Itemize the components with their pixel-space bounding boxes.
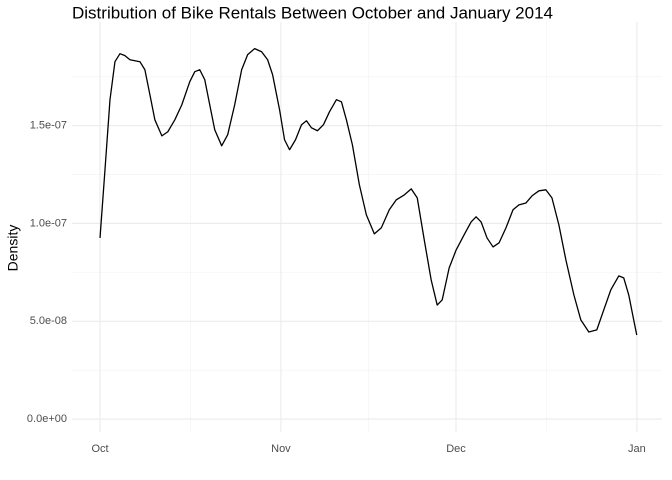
y-tick-label: 5.0e-08 bbox=[30, 315, 67, 327]
y-axis-title: Density bbox=[5, 225, 21, 272]
x-tick-label: Nov bbox=[271, 443, 291, 455]
y-tick-label: 1.5e-07 bbox=[30, 120, 67, 132]
density-line bbox=[99, 47, 638, 336]
x-tick-label: Jan bbox=[628, 443, 646, 455]
x-tick-label: Dec bbox=[446, 443, 466, 455]
x-tick-label: Oct bbox=[91, 443, 108, 455]
y-tick-label: 0.0e+00 bbox=[27, 413, 67, 425]
chart-title: Distribution of Bike Rentals Between Oct… bbox=[72, 3, 553, 22]
y-tick-label: 1.0e-07 bbox=[30, 217, 67, 229]
